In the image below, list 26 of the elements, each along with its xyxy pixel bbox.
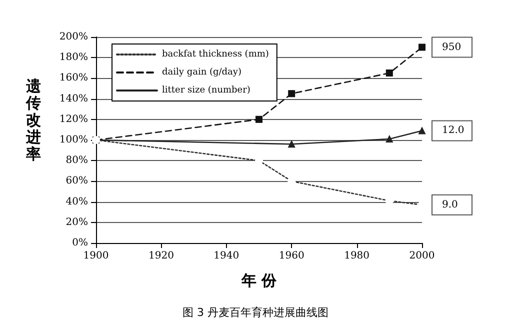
legend-label: backfat thickness (mm) [162, 50, 269, 60]
y-axis-title: 遗传改进率 [26, 77, 42, 163]
x-tick-label: 1960 [278, 250, 304, 262]
y-tick-label: 20% [66, 216, 88, 228]
x-tick-label: 1980 [344, 250, 370, 262]
x-axis-title: 年 份 [240, 272, 278, 290]
y-tick-label: 0% [72, 238, 88, 248]
y-tick-label: 80% [66, 155, 88, 166]
x-tick-label: 1940 [214, 250, 240, 262]
text: 950 [442, 42, 462, 53]
y-tick-label: 100% [59, 134, 88, 146]
text: 9.0 [442, 199, 458, 210]
x-tick-label: 1900 [83, 250, 109, 262]
y-tick-label: 200% [59, 32, 88, 42]
y-tick-label: 140% [59, 93, 88, 104]
y-tick-label: 60% [66, 176, 88, 187]
y-tick-label: 120% [59, 114, 88, 125]
y-tick-label: 160% [59, 72, 88, 84]
legend-label: litter size (number) [162, 86, 250, 96]
y-tick-label: 40% [66, 196, 88, 208]
text: 图 3 丹麦百年育种进展曲线图 [182, 306, 328, 319]
legend-label: daily gain (g/day) [162, 68, 242, 78]
y-tick-label: 180% [59, 52, 88, 64]
x-tick-label: 1920 [148, 250, 174, 262]
x-tick-label: 2000 [409, 250, 435, 262]
text: 12.0 [442, 125, 464, 136]
